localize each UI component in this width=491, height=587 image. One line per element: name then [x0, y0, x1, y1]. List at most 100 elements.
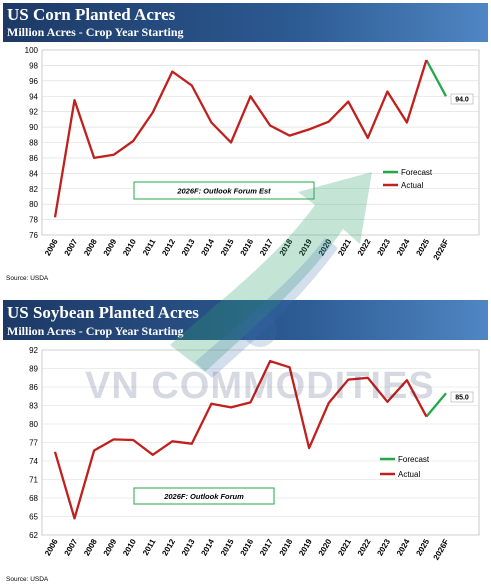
corn-forecast-series-line: [425, 59, 448, 97]
soybean-legend: Forecast Actual: [380, 455, 430, 479]
corn-y-tick-label: 88: [29, 139, 38, 148]
corn-x-tick-label: 2006: [43, 237, 60, 257]
corn-legend-actual-label: Actual: [401, 181, 423, 190]
soybean-x-tick-label: 2017: [258, 537, 275, 557]
corn-y-tick-label: 90: [29, 123, 38, 132]
soybean-y-tick-label: 92: [29, 346, 38, 355]
soybean-annotation-box: 2026F: Outlook Forum: [133, 487, 275, 505]
soybean-x-tick-label: 2008: [82, 537, 99, 557]
corn-annotation-box: 2026F: Outlook Forum Est: [133, 181, 315, 200]
corn-x-tick-label: 2013: [180, 237, 197, 257]
soybean-chart-subtitle: Million Acres - Crop Year Starting: [7, 324, 184, 338]
soybean-x-tick-label: 2025: [414, 537, 431, 557]
soybean-x-tick-label: 2015: [219, 537, 236, 557]
corn-y-tick-label: 96: [29, 77, 38, 86]
soybean-y-tick-label: 62: [29, 531, 38, 540]
corn-x-tick-label: 2011: [141, 237, 158, 257]
soybean-x-tick-label: 2018: [278, 537, 295, 557]
corn-end-value: 94.0: [455, 97, 469, 104]
soybean-x-tick-label: 2024: [395, 537, 412, 557]
watermark-arrow-shape: [195, 238, 338, 378]
soybean-y-axis: 62 65 68 71 74 77 80 83 86 89 92: [29, 346, 38, 540]
soybean-x-tick-label: 2013: [180, 537, 197, 557]
corn-y-tick-label: 92: [29, 108, 38, 117]
corn-legend-forecast-label: Forecast: [401, 168, 433, 177]
corn-y-tick-label: 94: [29, 92, 38, 101]
corn-x-tick-label: 2024: [395, 237, 412, 257]
soybean-source-note: Source: USDA: [6, 576, 49, 583]
soybean-end-label: 85.0: [450, 391, 474, 403]
soybean-y-tick-label: 80: [29, 420, 38, 429]
corn-x-axis: 2006 2007 2008 2009 2010 2011 2012 2013 2014 2015…: [43, 237, 451, 262]
corn-x-tick-label: 2012: [160, 237, 177, 257]
corn-y-axis: 76 78 80 82 84 86 88 90 92 94 96 98 100: [25, 46, 39, 240]
soybean-header-bar: [3, 300, 488, 340]
corn-gridlines: [42, 49, 479, 236]
watermark-text: VN COMMODITIES: [85, 365, 435, 407]
soybean-y-tick-label: 65: [29, 513, 38, 522]
corn-x-tick-label: 2007: [63, 237, 80, 257]
corn-x-tick-label: 2026F: [432, 237, 451, 261]
soybean-x-tick-label: 2022: [356, 537, 373, 557]
soybean-x-tick-label: 2019: [297, 537, 314, 557]
corn-y-tick-label: 78: [29, 216, 38, 225]
corn-y-tick-label: 86: [29, 154, 38, 163]
soybean-x-tick-label: 2021: [336, 537, 353, 557]
soybean-legend-forecast-label: Forecast: [398, 455, 430, 464]
corn-x-tick-label: 2025: [414, 237, 431, 257]
soybean-x-tick-label: 2010: [121, 537, 138, 557]
soybean-y-tick-label: 71: [29, 476, 38, 485]
soybean-chart-panel: US Soybean Planted Acres Million Acres -…: [3, 300, 488, 583]
corn-x-tick-label: 2016: [239, 237, 256, 257]
corn-y-tick-label: 98: [29, 61, 38, 70]
corn-source-note: Source: USDA: [6, 275, 49, 282]
soybean-x-tick-label: 2016: [239, 537, 256, 557]
corn-x-tick-label: 2015: [219, 237, 236, 257]
soybean-x-tick-label: 2007: [63, 537, 80, 557]
corn-x-tick-label: 2010: [121, 237, 138, 257]
soybean-end-value: 85.0: [455, 395, 469, 402]
corn-chart-panel: US Corn Planted Acres Million Acres - Cr…: [3, 3, 488, 282]
corn-x-tick-label: 2014: [199, 237, 216, 257]
corn-end-label: 94.0: [450, 93, 474, 105]
corn-x-tick-label: 2008: [82, 237, 99, 257]
soybean-x-tick-label: 2009: [102, 537, 119, 557]
soybean-y-tick-label: 74: [29, 457, 38, 466]
soybean-x-tick-label: 2020: [317, 537, 334, 557]
corn-chart-title: US Corn Planted Acres: [7, 5, 176, 24]
corn-annotation-text: 2026F: Outlook Forum Est: [176, 187, 271, 196]
soybean-gridlines: [42, 349, 479, 536]
soybean-series-lines: [53, 359, 447, 520]
soybean-y-tick-label: 77: [29, 439, 38, 448]
soybean-y-tick-label: 68: [29, 494, 38, 503]
soybean-x-tick-label: 2014: [199, 537, 216, 557]
soybean-x-tick-label: 2026F: [432, 537, 451, 561]
watermark-dot: [243, 313, 277, 347]
soybean-x-axis: 2006 2007 2008 2009 2010 2011 2012 2013 2014 2015…: [43, 537, 451, 562]
soybean-x-tick-label: 2006: [43, 537, 60, 557]
corn-y-tick-label: 82: [29, 185, 38, 194]
soybean-annotation-text: 2026F: Outlook Forum: [163, 492, 244, 501]
soybean-y-tick-label: 89: [29, 365, 38, 374]
soybean-chart-title: US Soybean Planted Acres: [7, 303, 199, 322]
watermark: VN COMMODITIES: [85, 172, 435, 407]
corn-series-lines: [53, 59, 448, 218]
corn-x-tick-label: 2021: [336, 237, 353, 257]
corn-x-tick-label: 2009: [102, 237, 119, 257]
soybean-legend-actual-label: Actual: [398, 470, 420, 479]
soybean-y-tick-label: 86: [29, 383, 38, 392]
corn-header-bar: [3, 3, 488, 42]
corn-y-tick-label: 100: [25, 46, 39, 55]
soybean-actual-series-line: [53, 359, 428, 520]
soybean-x-tick-label: 2023: [375, 537, 392, 557]
corn-x-tick-label: 2023: [375, 237, 392, 257]
corn-y-tick-label: 80: [29, 200, 38, 209]
soybean-y-tick-label: 83: [29, 402, 38, 411]
corn-y-tick-label: 76: [29, 231, 38, 240]
corn-y-tick-label: 84: [29, 169, 38, 178]
soybean-forecast-series-line: [425, 392, 447, 418]
watermark-arrow-shape: [170, 172, 372, 372]
soybean-x-tick-label: 2011: [141, 537, 158, 557]
corn-chart-subtitle: Million Acres - Crop Year Starting: [7, 25, 184, 39]
